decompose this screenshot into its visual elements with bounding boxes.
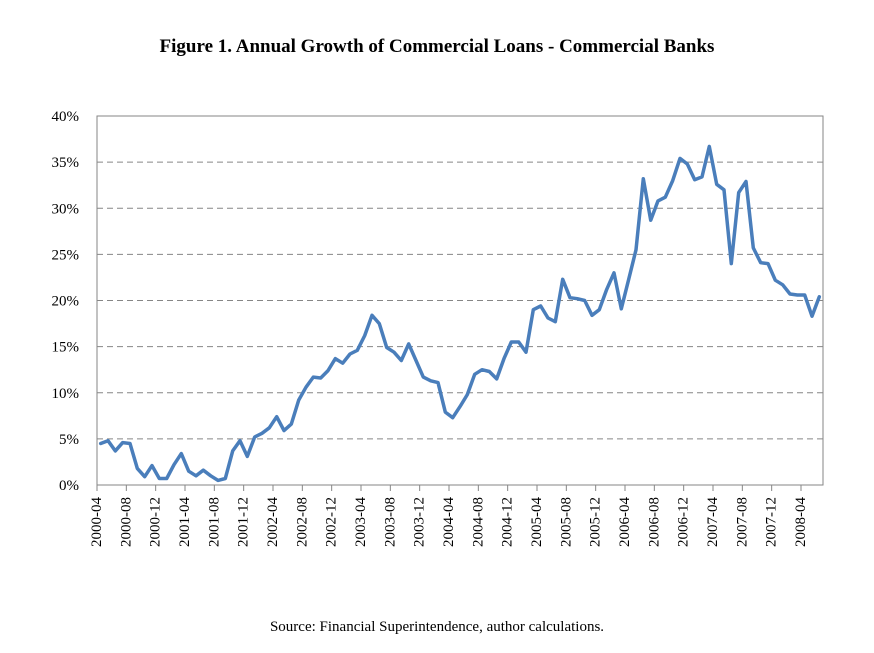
y-tick-label: 30% [52, 201, 80, 217]
x-tick-label: 2000-12 [148, 497, 164, 547]
x-tick-label: 2003-04 [353, 497, 369, 547]
x-tick-label: 2002-04 [265, 497, 281, 547]
x-tick-label: 2003-08 [382, 497, 398, 547]
x-tick-label: 2001-12 [236, 497, 252, 547]
series-group [98, 144, 822, 483]
axes [96, 115, 824, 486]
series-line [98, 144, 822, 483]
x-tick-label: 2005-04 [529, 497, 545, 547]
source-note: Source: Financial Superintendence, autho… [269, 619, 605, 635]
x-tick-label: 2000-08 [118, 497, 134, 547]
y-tick-label: 20% [52, 294, 80, 310]
y-tick-label: 5% [59, 432, 79, 448]
chart-title: Figure 1. Annual Growth of Commercial Lo… [159, 36, 715, 57]
x-tick-label: 2001-08 [206, 497, 222, 547]
x-tick-label: 2007-04 [705, 497, 721, 547]
x-tick-label: 2002-08 [294, 497, 310, 547]
gridlines [97, 161, 823, 440]
x-tick-label: 2007-08 [734, 497, 750, 547]
x-tick-label: 2005-12 [588, 497, 604, 547]
x-tick-label: 2008-04 [793, 497, 809, 547]
x-tick-label: 2000-04 [89, 497, 105, 547]
x-tick-label: 2007-12 [764, 497, 780, 547]
x-tick-label: 2005-08 [558, 497, 574, 547]
x-tick-label: 2004-12 [500, 497, 516, 547]
x-axis-ticks: 2000-04 2000-08 2000-12 2001-04 2001-08 2001-… [89, 485, 809, 547]
x-tick-label: 2003-12 [412, 497, 428, 547]
y-tick-label: 15% [52, 340, 80, 356]
y-tick-label: 25% [52, 247, 80, 263]
x-tick-label: 2006-08 [646, 497, 662, 547]
y-tick-label: 35% [52, 155, 80, 171]
x-tick-label: 2004-08 [470, 497, 486, 547]
x-tick-label: 2006-04 [617, 497, 633, 547]
x-tick-label: 2006-12 [676, 497, 692, 547]
x-tick-label: 2002-12 [324, 497, 340, 547]
x-tick-label: 2004-04 [441, 497, 457, 547]
x-tick-label: 2001-04 [177, 497, 193, 547]
y-tick-label: 10% [52, 386, 80, 402]
y-tick-label: 40% [52, 109, 80, 125]
plot-area-border [96, 115, 824, 486]
y-tick-label: 0% [59, 478, 79, 494]
y-axis-ticks: 0% 5% 10% 15% 20% 25% 30% 35% 40% [52, 109, 80, 494]
